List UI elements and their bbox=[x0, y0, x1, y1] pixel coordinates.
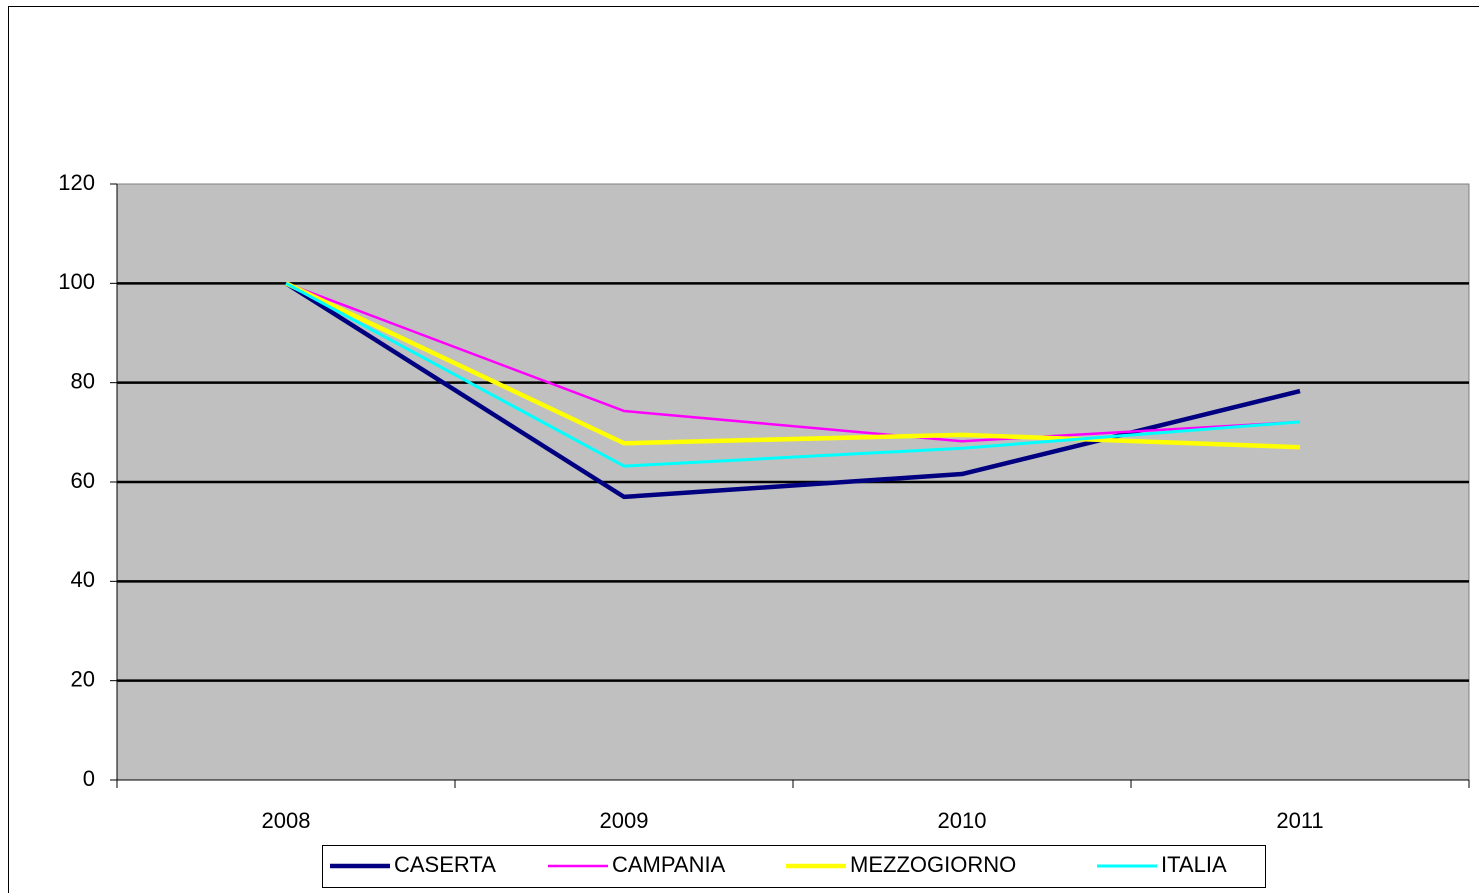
y-tick-label: 100 bbox=[58, 269, 95, 294]
series-line bbox=[285, 282, 1301, 468]
y-tick-label: 80 bbox=[71, 368, 95, 393]
x-tick-label: 2011 bbox=[1276, 808, 1323, 833]
x-tick-label: 2009 bbox=[600, 808, 649, 833]
series-line bbox=[285, 282, 1301, 443]
y-tick-label: 0 bbox=[83, 766, 95, 791]
legend-label: CASERTA bbox=[394, 852, 496, 877]
y-tick-label: 120 bbox=[58, 170, 95, 195]
y-tick-label: 40 bbox=[71, 567, 95, 592]
x-tick-label: 2010 bbox=[938, 808, 987, 833]
x-tick-label: 2008 bbox=[262, 808, 311, 833]
legend-label: ITALIA bbox=[1161, 852, 1227, 877]
legend-label: MEZZOGIORNO bbox=[850, 852, 1016, 877]
y-tick-label: 20 bbox=[71, 666, 95, 691]
legend-label: CAMPANIA bbox=[612, 852, 726, 877]
y-tick-label: 60 bbox=[71, 468, 95, 493]
series-line bbox=[285, 281, 1301, 450]
